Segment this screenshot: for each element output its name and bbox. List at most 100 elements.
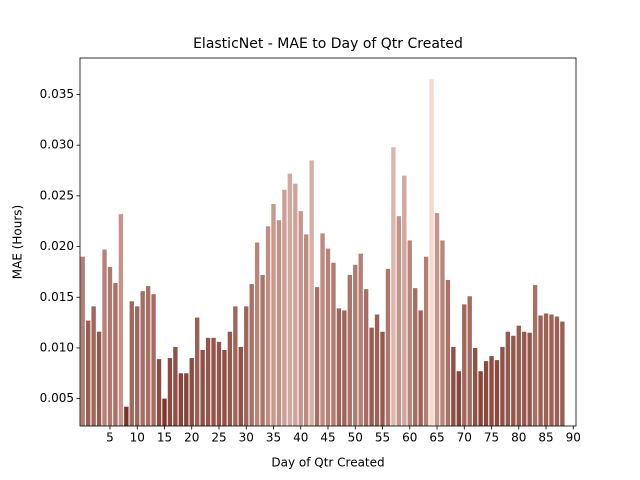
bar [325, 248, 331, 426]
x-axis-label: Day of Qtr Created [271, 456, 384, 470]
x-tick-label: 80 [511, 431, 526, 445]
bar [178, 373, 184, 426]
bar [434, 213, 440, 426]
x-tick-label: 70 [457, 431, 472, 445]
x-tick-label: 90 [566, 431, 581, 445]
bar [413, 288, 418, 426]
x-tick-label: 55 [375, 431, 390, 445]
bar [522, 331, 527, 426]
bar [254, 242, 260, 426]
x-tick-label: 40 [293, 431, 308, 445]
y-tick-label: 0.025 [40, 188, 74, 202]
bar [216, 341, 222, 426]
bar [560, 321, 565, 426]
x-tick-label: 5 [106, 431, 114, 445]
bar [145, 286, 151, 426]
bar [369, 327, 374, 426]
bar [472, 347, 478, 426]
bar [162, 398, 167, 426]
bar [140, 291, 145, 426]
bar [554, 316, 560, 426]
bar [500, 346, 505, 426]
y-tick-label: 0.015 [40, 290, 74, 304]
bar [527, 332, 532, 426]
bar [113, 283, 118, 426]
bar [107, 266, 113, 426]
bar [538, 315, 543, 426]
bar [227, 331, 233, 426]
bar [260, 274, 265, 426]
bar [478, 371, 483, 426]
bar [314, 287, 320, 426]
bar [358, 253, 363, 426]
bar [456, 371, 461, 426]
bar [396, 216, 402, 426]
x-tick-label: 30 [239, 431, 254, 445]
bar [543, 313, 549, 426]
y-tick-label: 0.005 [40, 391, 74, 405]
bar [135, 306, 140, 426]
bar [402, 175, 407, 426]
bar [156, 359, 162, 426]
bar [385, 268, 391, 426]
bar [167, 358, 173, 426]
bar [320, 233, 325, 426]
bar [80, 256, 85, 426]
bar [184, 373, 189, 426]
bar [494, 360, 500, 426]
x-tick-label: 85 [538, 431, 553, 445]
bar [233, 306, 238, 426]
x-tick-label: 50 [348, 431, 363, 445]
bar [374, 314, 380, 426]
x-tick-label: 20 [184, 431, 199, 445]
bar [462, 304, 467, 426]
bar [244, 306, 249, 426]
bar [96, 331, 102, 426]
bar [516, 325, 521, 426]
bar [189, 358, 194, 426]
bar [151, 294, 156, 426]
y-tick-label: 0.030 [40, 138, 74, 152]
bar [173, 346, 178, 426]
bar [265, 226, 271, 426]
bar [249, 284, 254, 426]
bar [238, 346, 243, 426]
bar [549, 314, 554, 426]
x-tick-label: 75 [484, 431, 499, 445]
bar [118, 214, 124, 426]
chart-title: ElasticNet - MAE to Day of Qtr Created [193, 36, 463, 52]
bar [440, 240, 445, 426]
bar [342, 310, 347, 426]
bar [353, 264, 358, 426]
bar [505, 331, 511, 426]
bar [85, 320, 91, 426]
bar [124, 406, 129, 426]
bar [222, 349, 227, 426]
bar [380, 331, 385, 426]
bar [271, 203, 276, 426]
bar [211, 337, 216, 426]
x-tick-label: 10 [130, 431, 145, 445]
bar [445, 280, 451, 426]
bar [298, 211, 303, 426]
bar [331, 262, 336, 426]
bar [511, 335, 516, 426]
bar [276, 220, 282, 426]
bar [287, 173, 293, 426]
bar [293, 183, 298, 426]
bar [347, 274, 352, 426]
bar [309, 160, 314, 427]
bar [102, 249, 107, 426]
bar [195, 317, 200, 426]
y-tick-label: 0.010 [40, 340, 74, 354]
bar [363, 289, 369, 426]
bar [423, 256, 429, 426]
x-tick-label: 35 [266, 431, 281, 445]
x-tick-label: 60 [402, 431, 417, 445]
y-axis-label: MAE (Hours) [11, 205, 25, 279]
bar [282, 189, 287, 426]
y-tick-label: 0.020 [40, 239, 74, 253]
bar [467, 296, 472, 426]
bar [429, 79, 434, 427]
